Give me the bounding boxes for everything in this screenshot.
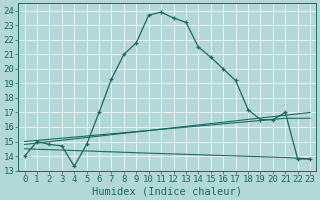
X-axis label: Humidex (Indice chaleur): Humidex (Indice chaleur) <box>92 187 242 197</box>
